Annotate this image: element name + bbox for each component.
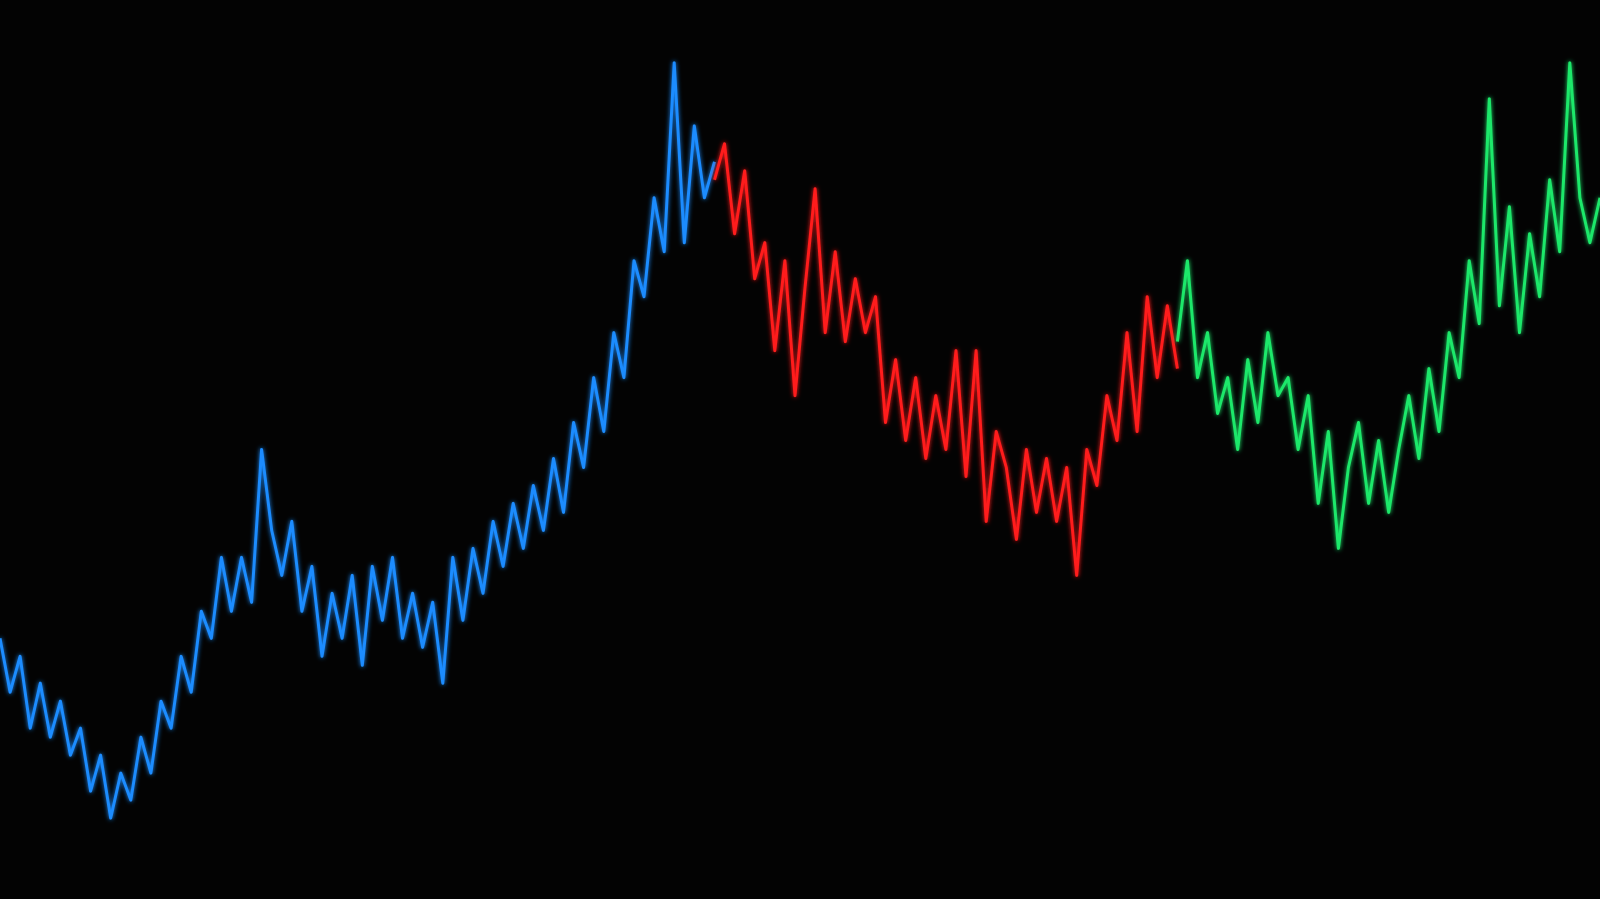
series-layer: [0, 61, 1600, 820]
series-line-2: [713, 142, 1179, 577]
series-line-1: [0, 61, 716, 820]
series-line-3: [1175, 61, 1600, 550]
